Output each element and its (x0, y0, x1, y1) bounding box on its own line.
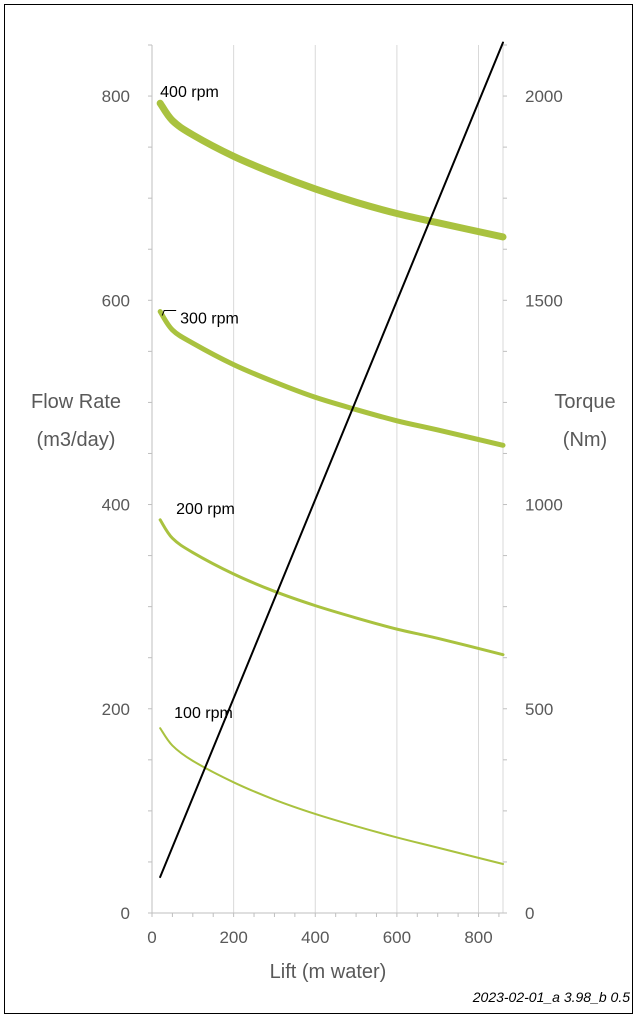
y-left-tick-label-0: 0 (121, 904, 130, 923)
curve-label-300-rpm: 300 rpm (180, 311, 239, 328)
y-left-tick-label-4: 800 (102, 87, 130, 106)
x-tick-label-0: 0 (147, 928, 156, 947)
y-right-tick-label-1: 500 (525, 700, 553, 719)
curve-label-200-rpm: 200 rpm (176, 501, 235, 518)
curve-label-100-rpm: 100 rpm (174, 705, 233, 722)
series-line-100-rpm (159, 727, 504, 865)
series-line-200-rpm (158, 518, 505, 657)
leader-300-rpm (161, 310, 177, 316)
x-tick-label-1: 200 (219, 928, 247, 947)
y-right-axis-title-line2: (Nm) (563, 429, 607, 451)
y-right-tick-label-2: 1000 (525, 496, 563, 515)
y-right-tick-label-0: 0 (525, 904, 534, 923)
y-left-tick-label-2: 400 (102, 496, 130, 515)
axes-layer (148, 44, 507, 917)
y-right-tick-label-3: 1500 (525, 291, 563, 310)
x-tick-label-4: 800 (464, 928, 492, 947)
y-left-tick-label-1: 200 (102, 700, 130, 719)
series-line-400-rpm (156, 99, 507, 241)
series-layer (156, 41, 507, 879)
y-left-tick-label-3: 600 (102, 291, 130, 310)
y-left-axis-title-line2: (m3/day) (37, 429, 116, 451)
x-tick-label-3: 600 (383, 928, 411, 947)
footnote: 2023-02-01_a 3.98_b 0.5 (472, 989, 630, 1005)
curve-label-400-rpm: 400 rpm (160, 84, 219, 101)
y-right-tick-label-4: 2000 (525, 87, 563, 106)
label-layer: 0 200 400 600 800 0 500 1000 1500 2000 0 200 400 600 8… (102, 84, 563, 947)
series-line-300-rpm (157, 309, 506, 448)
x-axis-title: Lift (m water) (270, 961, 387, 983)
y-right-axis-title-line1: Torque (554, 391, 615, 413)
y-left-axis-title-line1: Flow Rate (31, 391, 121, 413)
series-line-torque (159, 41, 504, 879)
x-tick-label-2: 400 (301, 928, 329, 947)
